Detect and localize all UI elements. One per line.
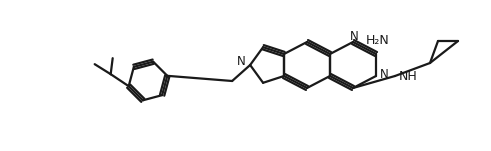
- Text: N: N: [236, 56, 245, 69]
- Text: N: N: [380, 69, 388, 82]
- Text: NH: NH: [399, 69, 417, 82]
- Text: N: N: [350, 29, 358, 42]
- Text: H₂N: H₂N: [366, 34, 390, 48]
